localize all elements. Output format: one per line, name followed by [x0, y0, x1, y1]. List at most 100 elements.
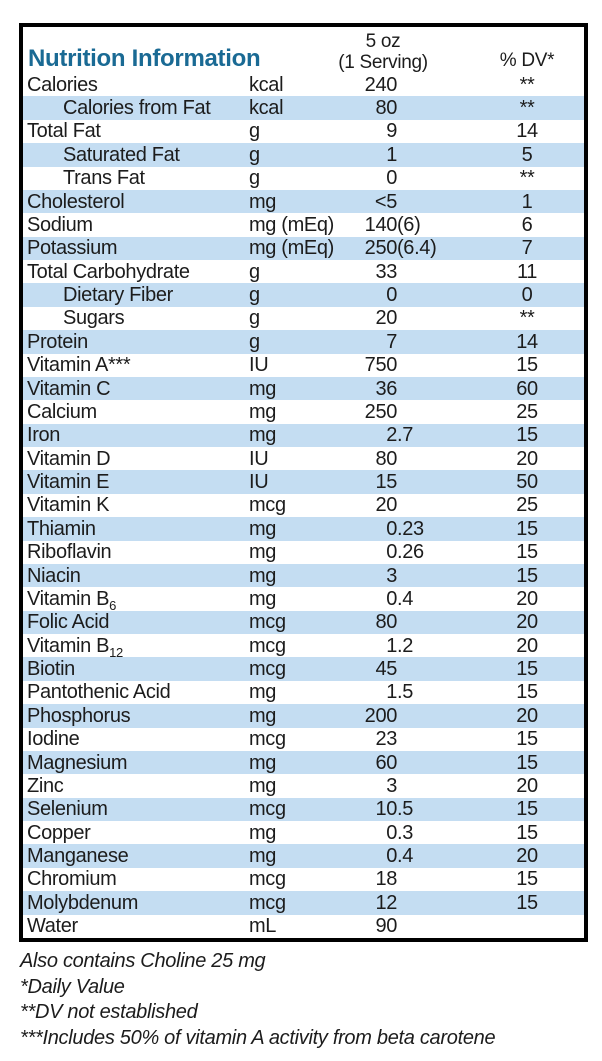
- table-row: Biotin mcg 45 15: [23, 657, 584, 681]
- amount-value: 10: [375, 798, 397, 821]
- dv-percent: 15: [516, 564, 538, 587]
- amount-value: 0: [386, 541, 397, 564]
- nutrient-unit: mcg: [249, 658, 286, 681]
- dv-percent: 20: [516, 634, 538, 657]
- amount-value: 80: [375, 447, 397, 470]
- amount-value: 0: [386, 845, 397, 868]
- amount-fraction: (6): [397, 213, 421, 236]
- nutrient-name: Calories: [27, 73, 98, 96]
- nutrient-unit: mg (mEq): [249, 237, 334, 260]
- nutrient-unit: g: [249, 284, 260, 307]
- table-row: Calories kcal 240 **: [23, 73, 584, 96]
- nutrient-name: Vitamin D: [27, 447, 111, 470]
- amount-value: 240: [364, 73, 398, 96]
- amount-value: 140: [364, 213, 398, 236]
- amount-value: 23: [375, 728, 397, 751]
- amount-value: 45: [375, 658, 397, 681]
- nutrient-unit: mg: [249, 751, 277, 774]
- nutrient-unit: mcg: [249, 798, 286, 821]
- serving-column-header: 5 oz (1 Serving): [303, 31, 463, 73]
- nutrient-name: Molybdenum: [27, 891, 139, 914]
- table-row: Total Carbohydrate g 33 11: [23, 260, 584, 283]
- nutrient-name: Thiamin: [27, 517, 96, 540]
- amount-fraction: .5: [397, 798, 413, 821]
- amount-value: 80: [375, 97, 397, 120]
- nutrient-name: Manganese: [27, 845, 129, 868]
- amount-value: 15: [375, 471, 397, 494]
- amount-fraction: .5: [397, 681, 413, 704]
- nutrient-unit: mcg: [249, 891, 286, 914]
- amount-value: 3: [386, 564, 397, 587]
- table-row: Copper mg 0.3 15: [23, 821, 584, 844]
- nutrient-unit: mg: [249, 400, 277, 423]
- amount-fraction: .2: [397, 634, 413, 657]
- table-row: Calories from Fat kcal 80 **: [23, 96, 584, 120]
- amount-fraction: .4: [397, 845, 413, 868]
- table-row: Potassium mg (mEq) 250 (6.4) 7: [23, 236, 584, 260]
- nutrient-name: Folic Acid: [27, 611, 110, 634]
- dv-percent: 15: [516, 424, 538, 447]
- nutrient-unit: mg: [249, 190, 277, 213]
- nutrient-name: Vitamin E: [27, 471, 110, 494]
- amount-fraction: (6.4): [397, 237, 437, 260]
- table-row: Thiamin mg 0.23 15: [23, 517, 584, 541]
- amount-value: 250: [364, 400, 398, 423]
- table-row: Sodium mg (mEq) 140 (6) 6: [23, 213, 584, 236]
- table-header: Nutrition Information 5 oz (1 Serving) %…: [23, 27, 584, 73]
- table-row: Manganese mg 0.4 20: [23, 844, 584, 868]
- nutrient-unit: mg: [249, 587, 277, 610]
- dv-percent: 60: [516, 377, 538, 400]
- nutrient-name: Cholesterol: [27, 190, 125, 213]
- amount-value: 60: [375, 751, 397, 774]
- nutrient-name: Protein: [27, 330, 88, 353]
- amount-value: 1: [386, 681, 397, 704]
- amount-value: 20: [375, 307, 397, 330]
- nutrition-table: Nutrition Information 5 oz (1 Serving) %…: [19, 23, 588, 942]
- nutrient-name: Selenium: [27, 798, 108, 821]
- table-row: Riboflavin mg 0.26 15: [23, 541, 584, 564]
- nutrient-unit: mcg: [249, 611, 286, 634]
- table-row: Niacin mg 3 15: [23, 563, 584, 588]
- table-row: Saturated Fat g 1 5: [23, 143, 584, 167]
- table-row: Selenium mcg 10.5 15: [23, 797, 584, 821]
- table-row: Phosphorus mg 200 20: [23, 704, 584, 728]
- nutrient-name: Pantothenic Acid: [27, 681, 171, 704]
- amount-value: 33: [375, 260, 397, 283]
- table-row: Vitamin D IU 80 20: [23, 447, 584, 470]
- amount-value: 18: [375, 868, 397, 891]
- nutrient-name: Zinc: [27, 774, 64, 797]
- nutrient-name: Vitamin C: [27, 377, 111, 400]
- nutrient-unit: mg: [249, 774, 277, 797]
- table-row: Dietary Fiber g 0 0: [23, 283, 584, 307]
- dv-percent: 25: [516, 494, 538, 517]
- amount-value: 3: [386, 774, 397, 797]
- dv-percent: 15: [516, 798, 538, 821]
- amount-fraction: .4: [397, 587, 413, 610]
- amount-value: 1: [386, 634, 397, 657]
- nutrient-name: Sugars: [63, 307, 125, 330]
- nutrient-unit: mg: [249, 564, 277, 587]
- nutrient-unit: mg: [249, 377, 277, 400]
- amount-value: 1: [386, 143, 397, 166]
- nutrient-unit: g: [249, 260, 260, 283]
- dv-percent: 7: [521, 237, 533, 260]
- nutrient-unit: mcg: [249, 494, 286, 517]
- dv-percent: **: [519, 167, 535, 190]
- table-row: Chromium mcg 18 15: [23, 868, 584, 891]
- dv-percent: 15: [516, 891, 538, 914]
- dv-percent: 20: [516, 587, 538, 610]
- serving-size-line1: 5 oz: [365, 31, 401, 52]
- nutrient-unit: g: [249, 143, 260, 166]
- nutrient-name: Potassium: [27, 237, 118, 260]
- table-row: Vitamin E IU 15 50: [23, 470, 584, 494]
- nutrient-unit: IU: [249, 354, 269, 377]
- amount-value: 0: [386, 284, 397, 307]
- table-row: Total Fat g 9 14: [23, 120, 584, 143]
- amount-value: 250: [364, 237, 398, 260]
- dv-percent: 0: [521, 284, 533, 307]
- dv-percent: 1: [521, 190, 533, 213]
- nutrient-unit: g: [249, 307, 260, 330]
- table-row: Cholesterol mg <5 1: [23, 189, 584, 214]
- nutrient-unit: mcg: [249, 868, 286, 891]
